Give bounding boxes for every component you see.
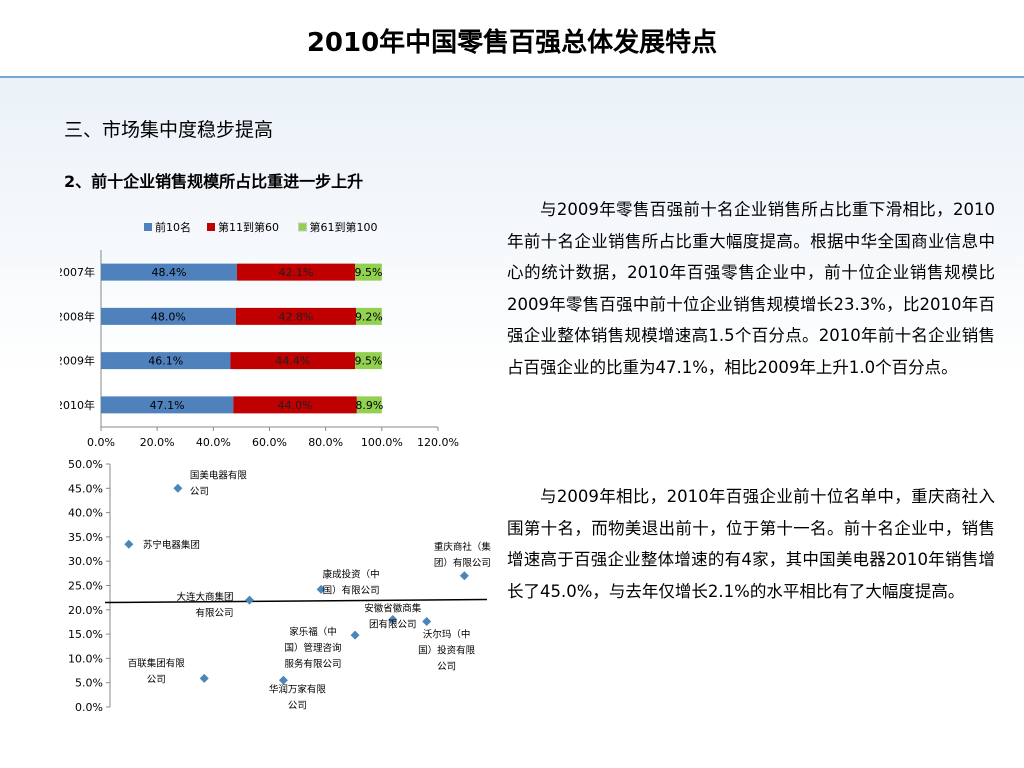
data-label: 47.1%: [150, 399, 185, 412]
data-label: 44.0%: [278, 399, 313, 412]
bar-segment: [230, 352, 356, 370]
subsection-heading: 2、前十企业销售规模所占比重进一步上升: [64, 172, 364, 191]
point-label: 公司: [190, 486, 209, 497]
scatter-point: [199, 673, 209, 683]
bar-segment: [355, 307, 382, 325]
slide-title: 2010年中国零售百强总体发展特点: [306, 28, 718, 58]
y-tick-label: 15.0%: [68, 628, 103, 641]
point-label: 公司: [147, 674, 166, 685]
data-label: 9.5%: [355, 266, 383, 279]
scatter-chart: 0.0% 5.0% 10.0% 15.0% 20.0% 25.0% 30.0% 35.0% 40…: [68, 458, 492, 714]
scatter-point: [459, 571, 469, 581]
y-tick-label: 25.0%: [68, 580, 103, 593]
bar-segment: [236, 263, 356, 281]
point-label: 国美电器有限: [190, 469, 248, 481]
point-label: 康成投资（中: [323, 568, 380, 580]
category-label: 2010年: [60, 398, 95, 412]
scatter-point: [278, 675, 288, 685]
scatter-point: [124, 539, 134, 549]
background-gradient: [0, 78, 1024, 378]
category-label: 2008年: [60, 309, 95, 323]
scatter-point: [173, 483, 183, 493]
bar-segment: [356, 396, 382, 414]
data-label: 44.4%: [275, 355, 310, 368]
title-bar: 2010年中国零售百强总体发展特点: [0, 0, 1024, 78]
data-label: 48.0%: [151, 310, 186, 323]
data-label: 8.9%: [355, 399, 383, 412]
point-label: 苏宁电器集团: [143, 539, 200, 551]
point-label: 公司: [437, 661, 456, 672]
x-tick-label: 60.0%: [252, 436, 287, 449]
point-label: 服务有限公司: [285, 658, 342, 670]
bar-segment: [101, 396, 234, 414]
y-tick-label: 20.0%: [68, 604, 103, 617]
category-label: 2007年: [60, 265, 95, 279]
bar-segment: [355, 263, 382, 281]
point-label: 沃尔玛（中: [423, 628, 471, 640]
bar-segment: [235, 307, 356, 325]
y-tick-label: 5.0%: [75, 677, 103, 690]
point-label: 安徽省徽商集: [364, 603, 422, 615]
legend-label-1: 前10名: [155, 220, 191, 234]
data-label: 48.4%: [151, 266, 186, 279]
y-tick-label: 45.0%: [68, 482, 103, 495]
paragraph-1: 与2009年零售百强前十名企业销售所占比重下滑相比，2010年前十名企业销售所占…: [507, 200, 995, 377]
x-tick-label: 20.0%: [140, 436, 175, 449]
point-label: 大连大商集团: [176, 591, 233, 603]
y-tick-label: 50.0%: [68, 458, 103, 471]
point-label: 团有限公司: [369, 619, 417, 631]
bar-segment: [101, 307, 236, 325]
point-label: 公司: [288, 700, 307, 711]
point-label: 家乐福（中: [289, 626, 337, 638]
point-label: 团）有限公司: [434, 557, 491, 569]
reference-line: [104, 598, 488, 604]
legend-swatch-3: [298, 222, 307, 232]
point-label: 华润万家有限: [269, 683, 327, 695]
scatter-point: [244, 595, 254, 605]
bar-segment: [101, 263, 237, 281]
section-heading: 三、市场集中度稳步提高: [64, 119, 274, 141]
data-label: 42.8%: [278, 310, 313, 323]
y-tick-label: 30.0%: [68, 555, 103, 568]
category-label: 2009年: [60, 354, 95, 368]
y-tick-label: 0.0%: [75, 701, 103, 714]
x-tick-label: 0.0%: [87, 436, 115, 449]
y-tick-label: 40.0%: [68, 507, 103, 520]
point-label: 国）投资有限: [418, 644, 476, 656]
bar-segment: [101, 352, 231, 370]
legend-swatch-1: [144, 223, 152, 231]
point-label: 有限公司: [195, 607, 233, 619]
x-tick-label: 120.0%: [417, 436, 459, 449]
scatter-point: [422, 616, 432, 626]
bar-segment: [233, 396, 357, 414]
scatter-point: [350, 630, 360, 640]
data-label: 42.1%: [279, 266, 314, 279]
data-label: 9.5%: [355, 355, 383, 368]
data-label: 9.2%: [355, 310, 383, 323]
paragraph-2: 与2009年相比，2010年百强企业前十位名单中，重庆商社入围第十名，而物美退出…: [507, 487, 995, 601]
legend-swatch-2: [207, 223, 215, 231]
point-label: 国）有限公司: [323, 584, 380, 596]
bar-segment: [355, 352, 382, 370]
y-tick-label: 35.0%: [68, 531, 103, 544]
scatter-point: [316, 584, 326, 594]
x-tick-label: 100.0%: [361, 436, 403, 449]
x-tick-label: 80.0%: [308, 436, 343, 449]
point-label: 百联集团有限: [128, 657, 186, 669]
point-label: 重庆商社（集: [434, 541, 492, 553]
x-tick-label: 40.0%: [196, 436, 231, 449]
data-label: 46.1%: [148, 355, 183, 368]
scatter-point: [388, 615, 398, 625]
stacked-bar-chart: 前10名 第11到第60 第61到第100 0.0% 20.0% 40.0% 60.0% 80…: [60, 220, 459, 449]
point-label: 国）管理咨询: [285, 642, 342, 654]
y-tick-label: 10.0%: [68, 652, 103, 665]
legend-label-3: 第61到第100: [310, 220, 378, 234]
legend-label-2: 第11到第60: [218, 220, 279, 234]
